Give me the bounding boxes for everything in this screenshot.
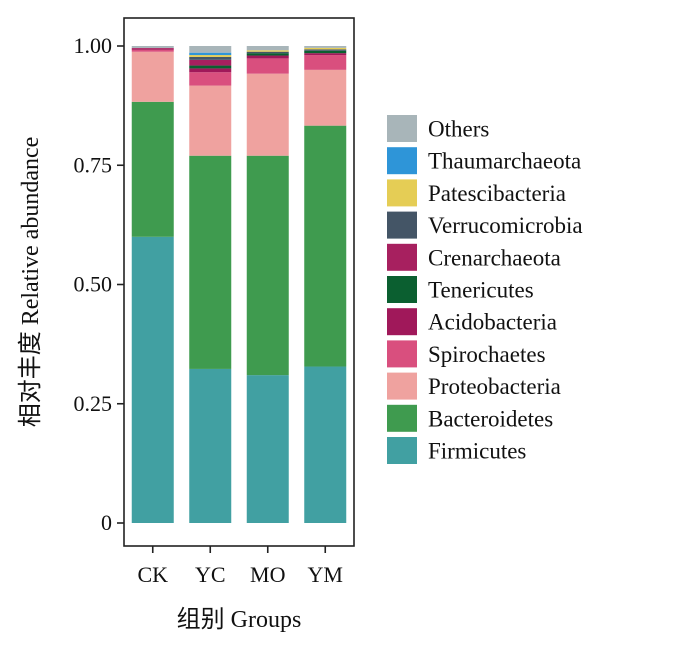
bar-ym-patescibacteria xyxy=(304,47,347,50)
legend-label: Others xyxy=(428,117,489,142)
x-axis-label: 组别 Groups xyxy=(177,606,302,633)
bar-yc-bacteroidetes xyxy=(189,155,232,369)
legend-item-proteobacteria: Proteobacteria xyxy=(387,372,561,400)
bar-ck-proteobacteria xyxy=(131,51,174,102)
bar-ck-spirochaetes xyxy=(131,49,174,52)
legend-label: Thaumarchaeota xyxy=(428,149,581,174)
bar-ym-firmicutes xyxy=(304,366,347,523)
bar-mo-firmicutes xyxy=(246,375,289,523)
x-tick-label: YC xyxy=(195,562,226,587)
bar-yc-acidobacteria xyxy=(189,68,232,73)
legend-label: Tenericutes xyxy=(428,278,534,303)
bar-mo-patescibacteria xyxy=(246,50,289,52)
legend-swatch xyxy=(387,404,417,432)
bar-ym-spirochaetes xyxy=(304,55,347,70)
y-tick-label: 0.75 xyxy=(74,152,113,177)
legend-item-crenarchaeota: Crenarchaeota xyxy=(387,243,561,271)
y-tick-label: 1.00 xyxy=(74,33,113,58)
legend-swatch xyxy=(387,211,417,239)
bar-yc-proteobacteria xyxy=(189,85,232,156)
y-tick-label: 0.50 xyxy=(74,272,113,297)
y-tick-label: 0.25 xyxy=(74,391,113,416)
legend-swatch xyxy=(387,147,417,175)
legend-item-firmicutes: Firmicutes xyxy=(387,437,526,464)
bar-ym-verrucomicrobia xyxy=(304,49,347,51)
legend-swatch xyxy=(387,437,417,464)
legend-item-bacteroidetes: Bacteroidetes xyxy=(387,404,553,432)
bar-yc-verrucomicrobia xyxy=(189,56,232,60)
bar-ck-others xyxy=(131,46,174,48)
legend-swatch xyxy=(387,243,417,271)
x-tick-label: YM xyxy=(308,562,343,587)
legend-item-others: Others xyxy=(387,115,489,142)
x-tick-label: MO xyxy=(250,562,285,587)
legend-label: Patescibacteria xyxy=(428,181,566,206)
bar-yc-others xyxy=(189,46,232,53)
legend-label: Proteobacteria xyxy=(428,374,561,399)
bar-yc-firmicutes xyxy=(189,368,232,523)
legend-label: Firmicutes xyxy=(428,439,526,464)
legend-label: Spirochaetes xyxy=(428,342,546,367)
legend-label: Acidobacteria xyxy=(428,310,557,335)
bar-ck-acidobacteria xyxy=(131,48,174,50)
legend-swatch xyxy=(387,308,417,336)
bar-ck-crenarchaeota xyxy=(131,47,174,49)
legend-swatch xyxy=(387,179,417,207)
legend-label: Crenarchaeota xyxy=(428,245,561,270)
bar-ym-acidobacteria xyxy=(304,53,347,56)
legend-swatch xyxy=(387,340,417,368)
bar-mo-spirochaetes xyxy=(246,58,289,74)
bar-mo-tenericutes xyxy=(246,53,289,56)
bar-ym-proteobacteria xyxy=(304,69,347,126)
x-axis: CK YC MO YM xyxy=(137,546,343,587)
bar-mo-acidobacteria xyxy=(246,55,289,59)
bar-yc-tenericutes xyxy=(189,65,232,69)
legend-item-patescibacteria: Patescibacteria xyxy=(387,179,566,207)
bar-yc-spirochaetes xyxy=(189,72,232,86)
legend-item-verrucomicrobia: Verrucomicrobia xyxy=(387,211,583,239)
legend-swatch xyxy=(387,372,417,400)
legend: Others Thaumarchaeota Patescibacteria Verru… xyxy=(387,115,583,464)
legend-swatch xyxy=(387,115,417,142)
bar-ym-others xyxy=(304,46,347,48)
legend-swatch xyxy=(387,276,417,303)
bar-yc-crenarchaeota xyxy=(189,59,232,66)
legend-label: Bacteroidetes xyxy=(428,406,553,431)
legend-item-acidobacteria: Acidobacteria xyxy=(387,308,557,336)
bar-mo-bacteroidetes xyxy=(246,155,289,376)
legend-item-tenericutes: Tenericutes xyxy=(387,276,534,303)
legend-item-spirochaetes: Spirochaetes xyxy=(387,340,546,368)
bar-mo-verrucomicrobia xyxy=(246,51,289,54)
legend-label: Verrucomicrobia xyxy=(428,213,583,238)
bar-ck-bacteroidetes xyxy=(131,101,174,237)
bar-yc-thaumarchaeota xyxy=(189,52,232,56)
bar-yc-patescibacteria xyxy=(189,55,232,57)
bar-mo-proteobacteria xyxy=(246,73,289,156)
y-axis: 0 0.25 0.50 0.75 1.00 xyxy=(74,33,124,535)
bar-ym-bacteroidetes xyxy=(304,125,347,367)
plot-frame xyxy=(123,17,355,547)
y-axis-label: 相对丰度 Relative abundance xyxy=(17,137,44,428)
y-tick-label: 0 xyxy=(101,510,112,535)
x-tick-label: CK xyxy=(137,562,168,587)
bar-ck-firmicutes xyxy=(131,236,174,524)
bar-ym-tenericutes xyxy=(304,50,347,54)
bar-mo-others xyxy=(246,46,289,51)
bars-layer xyxy=(131,46,347,524)
legend-item-thaumarchaeota: Thaumarchaeota xyxy=(387,147,581,175)
